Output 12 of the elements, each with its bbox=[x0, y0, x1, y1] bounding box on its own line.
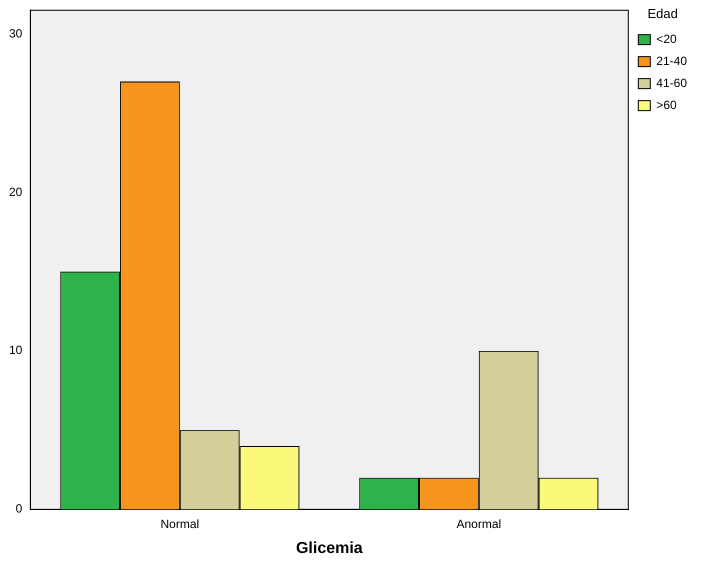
legend-label: >60 bbox=[656, 98, 677, 112]
x-tick-label: Anormal bbox=[456, 516, 502, 531]
y-tick-label: 30 bbox=[8, 26, 23, 40]
y-tick-label: 10 bbox=[8, 343, 23, 358]
legend-label: 21-40 bbox=[656, 54, 688, 68]
legend-label: <20 bbox=[656, 32, 677, 46]
legend-label: 41-60 bbox=[656, 76, 688, 90]
y-tick-label: 0 bbox=[16, 502, 23, 516]
legend-title: Edad bbox=[647, 6, 678, 22]
x-tick-label: Normal bbox=[160, 516, 200, 531]
y-tick-label: 20 bbox=[8, 184, 23, 199]
x-axis-title: Glicemia bbox=[296, 540, 363, 557]
